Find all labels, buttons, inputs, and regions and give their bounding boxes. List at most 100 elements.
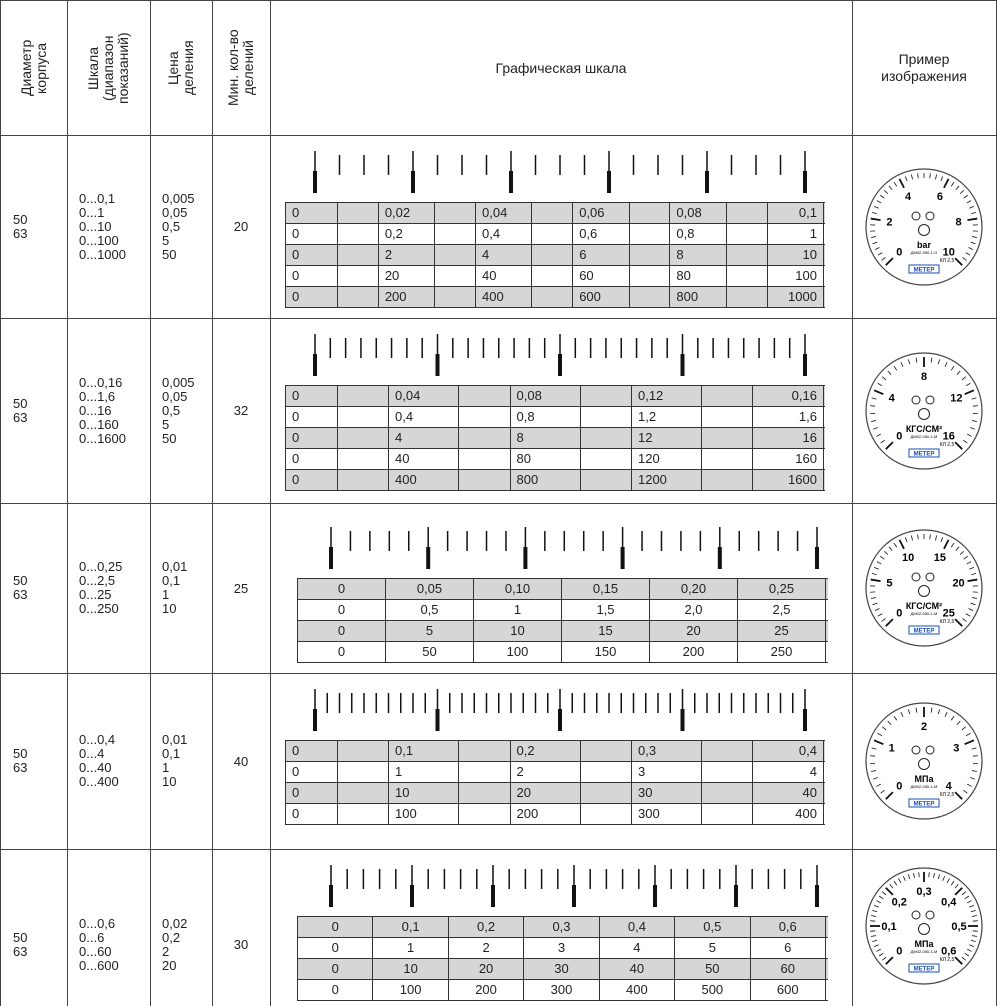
list: 0...0,16 0...1,6 0...16 0...160 0...1600 (67, 375, 126, 446)
gauge-tick (874, 246, 880, 250)
gauge-number: 0 (896, 608, 902, 620)
gauge-tick (885, 618, 894, 627)
gauge-model: ДМ02-050-1-М (911, 434, 938, 439)
spacer-cell (459, 470, 511, 490)
gauge-tick (893, 181, 898, 186)
gauge-tick (963, 555, 968, 560)
value-cell: 250 (738, 642, 826, 662)
value-cell: 0 (298, 938, 374, 958)
value-cell: 4 (476, 245, 533, 265)
gauge-number: 5 (886, 578, 892, 590)
icon (925, 745, 935, 755)
value-cell: 0,4 (600, 917, 676, 937)
value-cell: 30 (524, 959, 600, 979)
major-tick (558, 354, 562, 376)
spacer-cell (338, 224, 379, 244)
list-item: 63 (13, 760, 28, 775)
value-cell: 3 (632, 762, 703, 782)
divisions-cell: 40 (212, 673, 271, 850)
icon (925, 910, 935, 920)
gauge-tick (937, 358, 941, 364)
gauge-tick (943, 177, 950, 188)
gauge-tick (971, 935, 978, 937)
diameter-cell: 50 63 (0, 503, 68, 674)
gauge-tick (964, 389, 975, 395)
divisions: 40 (233, 753, 249, 769)
list: 0,005 0,05 0,5 5 50 (150, 190, 195, 262)
list-item: 0...1000 (79, 246, 126, 262)
list-item: 0...160 (79, 416, 119, 432)
spacer-cell (702, 762, 754, 782)
gauge-tick (911, 535, 913, 541)
major-tick (607, 171, 611, 193)
value-cell: 0,04 (389, 386, 460, 406)
major-tick (717, 547, 722, 569)
list-item: 0,005 (162, 190, 195, 206)
value-cell: 0,2 (379, 224, 436, 244)
list: 0...0,4 0...4 0...40 0...400 (67, 733, 119, 789)
spacer-cell (581, 762, 632, 782)
value-cell: 0,6 (751, 917, 826, 937)
gauge-tick (907, 709, 911, 715)
major-tick (815, 885, 819, 907)
icon (925, 572, 935, 582)
header-text: Мин. кол-во делений (225, 29, 256, 107)
major-tick (329, 547, 333, 569)
list-item: 0,02 (162, 915, 188, 931)
gauge-tick (877, 613, 883, 617)
gauge-tick (880, 194, 885, 199)
gauge-tick (964, 895, 970, 900)
gauge-tick (944, 361, 948, 367)
list-item: 0...0,1 (79, 190, 116, 206)
value-cell: 1 (768, 224, 824, 244)
gauge-tick (954, 618, 963, 627)
value-cell: 0 (298, 579, 386, 599)
scale-cell: 0...0,25 0...2,5 0...25 0...250 (67, 503, 151, 674)
graphic-scale: 0 0,02 0,04 0,06 0,08 0,1 0 0,2 0,4 0,6 0,8 1 0 2 4 6 8 1… (285, 149, 825, 308)
gauge-tick (929, 172, 931, 178)
value-cell: 20 (650, 621, 738, 641)
gauge-cell: 0 2 4 6 8 10 bar ДМ02-050-1-G КЛ 2,5 МЕТЕР (852, 135, 997, 319)
list-item: 5 (162, 232, 170, 248)
value-row: 0 200 400 600 800 1000 (286, 287, 825, 308)
value-cell: 200 (650, 642, 738, 662)
gauge-tick (911, 173, 913, 179)
value-cell: 0,6 (573, 224, 630, 244)
value-cell: 25 (738, 621, 826, 641)
value-cell: 0,06 (573, 203, 630, 223)
value-cell: 5 (675, 938, 751, 958)
value-cell: 400 (753, 804, 824, 824)
gauge-unit: МПа (915, 939, 935, 949)
spacer-cell (459, 386, 511, 406)
gauge-tick (954, 884, 959, 889)
gauge-tick (971, 211, 977, 214)
value-cell: 0,15 (562, 579, 650, 599)
gauge-tick (940, 175, 944, 181)
spacer-cell (630, 287, 671, 307)
gauge-tick (940, 537, 944, 543)
gauge-tick (969, 205, 975, 209)
value-cell: 40 (600, 959, 676, 979)
value-cell: 80 (511, 449, 581, 469)
major-tick (313, 354, 317, 376)
value-cell: 10 (373, 959, 449, 979)
value-cell: 0 (298, 959, 374, 979)
gauge-tick (887, 720, 892, 725)
list-item: 0...16 (79, 402, 112, 418)
value-cell: 600 (751, 980, 826, 1000)
value-row: 0 100 200 300 400 (286, 804, 825, 825)
list-item: 0,2 (162, 929, 181, 945)
gauge-tick (872, 241, 878, 244)
spacer-cell (338, 203, 379, 223)
brand-box (908, 798, 940, 808)
gauge-tick (971, 915, 978, 917)
value-cell: 12 (632, 428, 703, 448)
value-cell: 40 (476, 266, 533, 286)
list-item: 0...400 (79, 774, 119, 789)
gauge-tick (882, 375, 887, 380)
list-item: 0...250 (79, 601, 119, 616)
value-cell: 100 (373, 980, 449, 1000)
value-cell: 150 (562, 642, 650, 662)
gauge-tick (873, 566, 879, 570)
